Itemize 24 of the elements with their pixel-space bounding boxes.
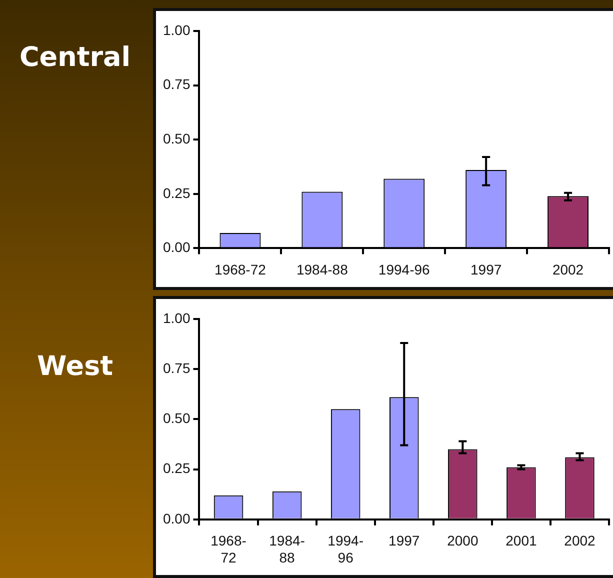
y-tick-label: 0.00 bbox=[163, 239, 190, 256]
x-tick-label: 1968-72 bbox=[210, 532, 247, 566]
y-tick-label: 0.00 bbox=[163, 510, 190, 526]
x-tick-label: 2000 bbox=[447, 532, 478, 549]
text: West bbox=[36, 351, 114, 382]
x-tick-label: 1997 bbox=[470, 261, 502, 278]
y-tick-label: 0.50 bbox=[163, 410, 190, 426]
y-tick-label: 0.25 bbox=[163, 184, 190, 201]
chart-title: Central bbox=[18, 42, 132, 73]
x-tick-label: 1997 bbox=[388, 532, 420, 549]
x-tick-label: 1994-96 bbox=[378, 261, 430, 278]
x-tick-label: 2002 bbox=[564, 532, 596, 549]
x-tick-label: 1968-72 bbox=[214, 261, 266, 278]
x-tick-label: 1994-96 bbox=[328, 532, 364, 566]
y-tick-label: 1.00 bbox=[163, 310, 190, 326]
x-tick-label: 1984-88 bbox=[269, 532, 306, 566]
y-tick-label: 1.00 bbox=[163, 22, 190, 38]
x-tick-label: 2002 bbox=[552, 261, 584, 278]
x-tick-label: 2001 bbox=[506, 532, 537, 549]
y-tick-label: 0.75 bbox=[163, 360, 190, 376]
y-tick-label: 0.25 bbox=[163, 460, 190, 476]
y-tick-label: 0.75 bbox=[163, 76, 190, 92]
x-tick-label: 1984-88 bbox=[296, 261, 348, 278]
y-tick-label: 0.50 bbox=[163, 130, 190, 146]
